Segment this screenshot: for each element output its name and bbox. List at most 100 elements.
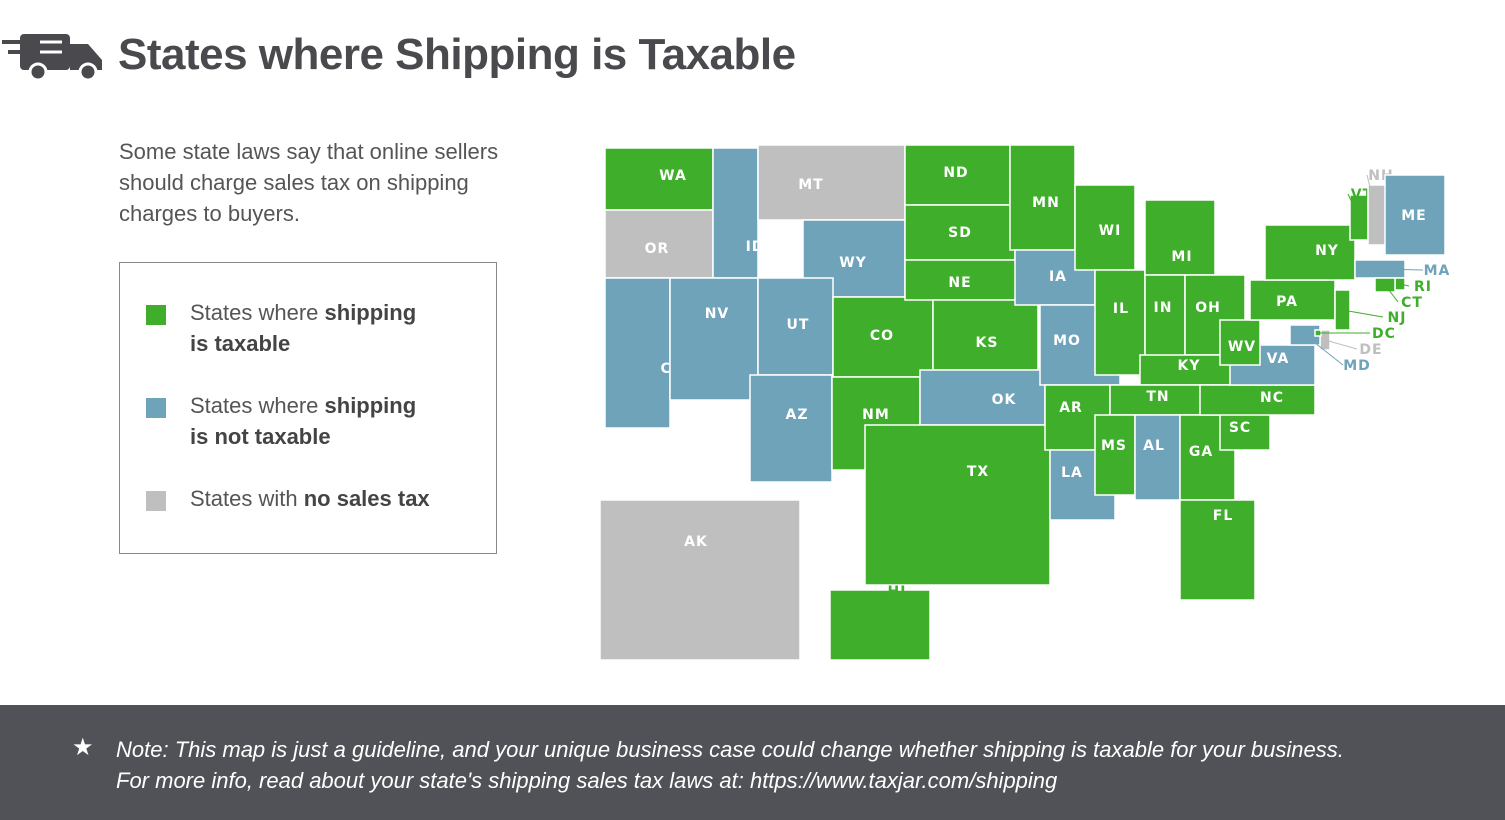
state-shape: [864, 424, 1051, 586]
state-label: ME: [1401, 208, 1427, 224]
star-icon: ★: [72, 734, 94, 761]
state-shape: [599, 499, 801, 661]
legend-text-part: is taxable: [190, 331, 291, 356]
legend-text: States where shipping is taxable: [190, 297, 416, 359]
state-shape: [1199, 384, 1316, 416]
state-shape: [919, 369, 1046, 426]
legend-text: States with no sales tax: [190, 483, 430, 514]
state: MD: [1289, 324, 1371, 374]
map: WA OR CA ID MT WY NV UT AZ CO NM ND SD NE KS OK TX MN IA MO…: [599, 144, 1449, 661]
state-label: MD: [1343, 358, 1371, 374]
state-shape: [832, 296, 934, 378]
state-label: TX: [967, 464, 989, 480]
state: MI: [1144, 199, 1216, 276]
state-label: DC: [1372, 326, 1396, 342]
state-label: NM: [862, 407, 890, 423]
state: WV: [1219, 319, 1261, 366]
state-shape: [1219, 319, 1261, 366]
state-label: CO: [870, 328, 894, 344]
truck-icon: [2, 34, 102, 82]
state: WI: [1074, 184, 1136, 271]
legend-text-part: shipping: [324, 393, 417, 418]
state-label: TN: [1146, 389, 1169, 405]
state: DC: [1314, 326, 1396, 342]
state: MT: [757, 144, 906, 221]
state-label: LA: [1061, 465, 1083, 481]
state-label: MI: [1171, 249, 1192, 265]
state-label: WI: [1099, 223, 1122, 239]
state-label: SC: [1229, 420, 1251, 436]
leader-line: [1366, 174, 1378, 216]
state-label: NE: [948, 275, 971, 291]
state: WA: [604, 147, 714, 211]
state-shape: [1134, 414, 1181, 501]
legend-item: States where shipping is not taxable: [146, 390, 416, 452]
state-shape: [604, 209, 714, 279]
state-label: NC: [1260, 390, 1284, 406]
state: HI: [829, 584, 931, 661]
state-label: OH: [1195, 300, 1221, 316]
leader-line: [1347, 193, 1360, 218]
state: AK: [599, 499, 801, 661]
state-label: IN: [1154, 300, 1173, 316]
state-label: PA: [1276, 294, 1298, 310]
leader-line: [1304, 334, 1344, 366]
state-label: WV: [1228, 339, 1256, 355]
state-shape: [669, 277, 759, 401]
state-label: VA: [1267, 351, 1290, 367]
state: MN: [1009, 144, 1076, 251]
leader-line: [1384, 284, 1399, 303]
state-label: KS: [976, 335, 999, 351]
state: AL: [1134, 414, 1181, 501]
state-label: AZ: [786, 407, 809, 423]
state: AZ: [749, 374, 833, 483]
state: TX: [864, 424, 1051, 586]
state: PA: [1249, 279, 1336, 321]
state-shape: [1094, 414, 1136, 496]
state-shape: [932, 299, 1039, 371]
state-label: WY: [839, 255, 867, 271]
legend-item: States with no sales tax: [146, 483, 430, 514]
legend: States where shipping is taxable States wh…: [119, 262, 497, 554]
state-shape: [904, 204, 1016, 261]
state-shape: [757, 144, 906, 221]
state: SD: [904, 204, 1016, 261]
legend-swatch: [146, 398, 166, 418]
state: NC: [1199, 384, 1316, 416]
leader-line: [1379, 268, 1424, 271]
state-label: UT: [787, 317, 810, 333]
state-label: IA: [1049, 269, 1067, 285]
state-label: ND: [943, 165, 968, 181]
state: MA: [1354, 259, 1449, 279]
legend-text-part: States where: [190, 393, 325, 418]
state: VT: [1347, 187, 1373, 241]
state-label: OR: [645, 241, 670, 257]
state: IN: [1144, 274, 1186, 366]
state-label: AR: [1059, 400, 1083, 416]
footer: ★ Note: This map is just a guideline, an…: [0, 705, 1505, 820]
state-shape: [604, 277, 671, 429]
leader-line: [879, 590, 884, 626]
state: MS: [1094, 414, 1136, 496]
state-label: HI: [888, 584, 907, 600]
note: Note: This map is just a guideline, and …: [116, 737, 1344, 793]
legend-text-part: is not taxable: [190, 424, 331, 449]
legend-swatch: [146, 305, 166, 325]
state: KS: [932, 299, 1039, 371]
state-label: NV: [705, 306, 730, 322]
legend-text-part: no sales tax: [303, 486, 430, 511]
state-shape: [1179, 499, 1256, 601]
leader-line: [1342, 309, 1384, 318]
state-label: MN: [1032, 195, 1060, 211]
state-label: VT: [1351, 187, 1373, 203]
state-shape: [1264, 224, 1356, 281]
state: RI: [1394, 277, 1431, 295]
state-label: MO: [1053, 333, 1081, 349]
title: States where Shipping is Taxable: [118, 30, 796, 79]
state: CT: [1374, 277, 1422, 311]
state-label: FL: [1213, 508, 1233, 524]
state-label: GA: [1189, 444, 1213, 460]
state: ID: [712, 147, 763, 279]
state-label: NJ: [1388, 310, 1407, 326]
